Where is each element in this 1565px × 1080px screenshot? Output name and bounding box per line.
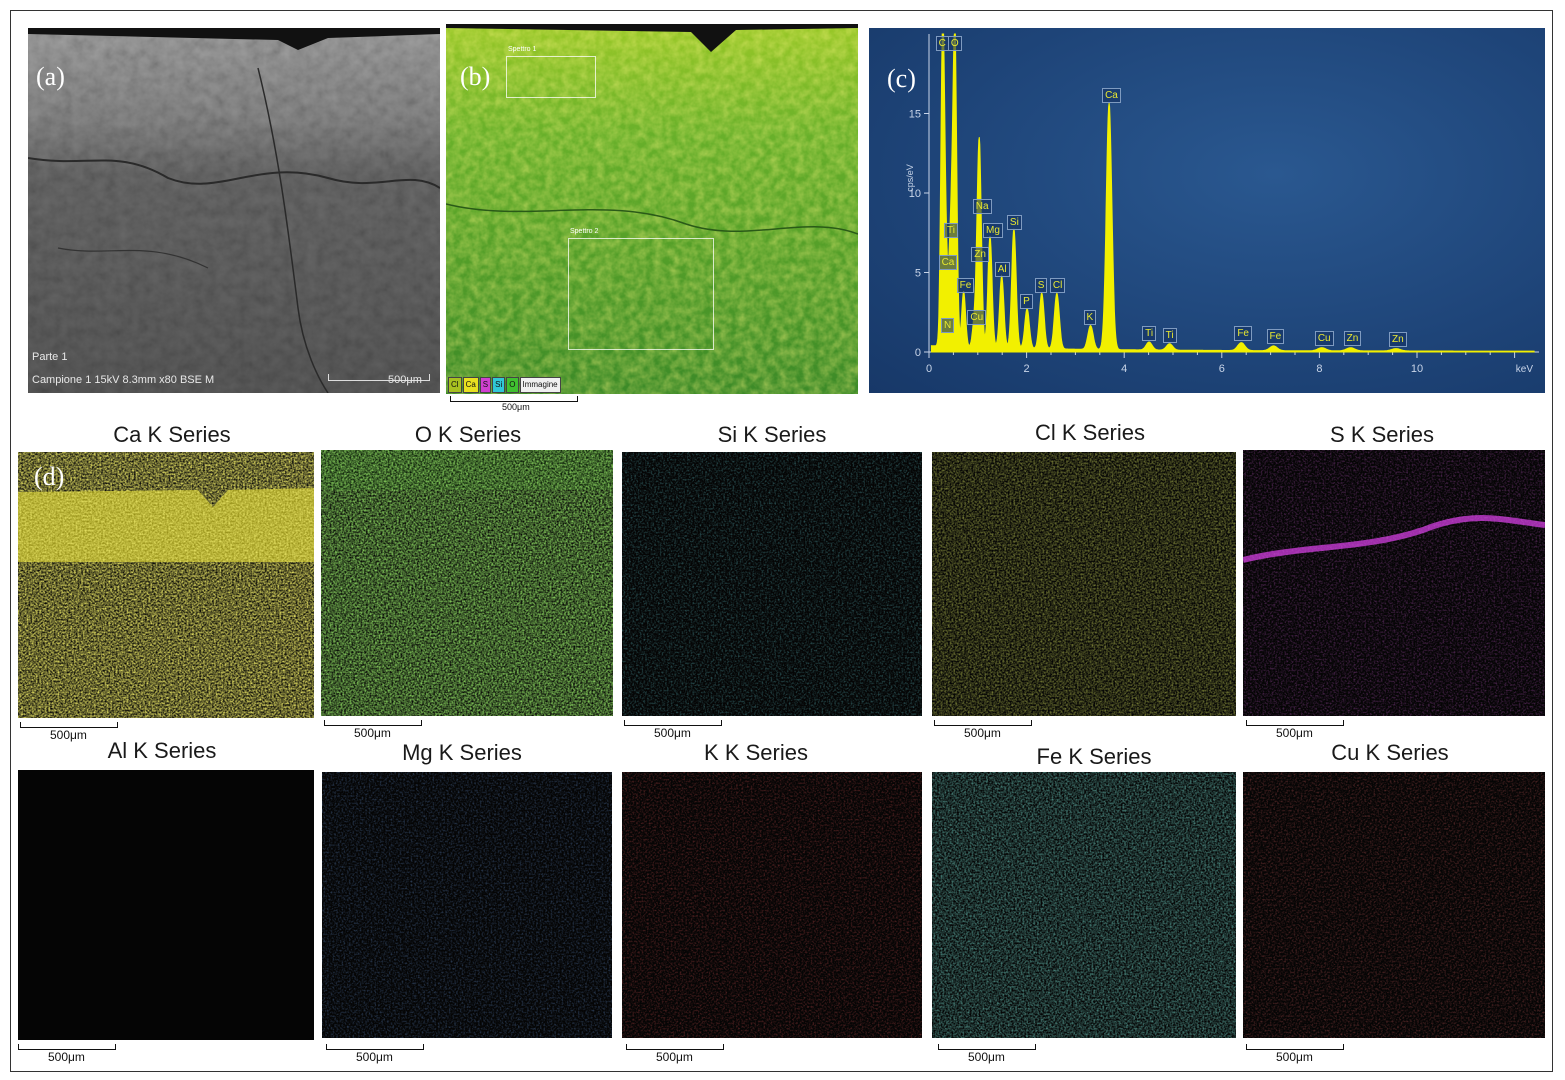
y-tick-label: 15 [909,109,921,121]
x-tick-label: 2 [1024,363,1030,375]
peak-label-p: P [1020,294,1033,310]
map-texture-al [18,770,314,1040]
peak-label-ca: Ca [938,254,958,270]
element-map-al [18,770,314,1040]
peak-label-fe: Fe [956,278,975,294]
layered-map-texture [446,24,858,394]
map-texture-ca [18,452,314,718]
map-title-cu: Cu K Series [1331,740,1449,765]
panel-a-sem-image: (a) Parte 1 Campione 1 15kV 8.3mm x80 BS… [28,28,440,393]
x-tick-label: 6 [1219,363,1225,375]
peak-label-si: Si [1006,214,1022,230]
roi-spectrum-2 [568,238,714,350]
legend-chip-ca: Ca [462,377,479,393]
map-title-s: S K Series [1330,422,1434,447]
element-map-mg [322,772,612,1038]
map-title-k: K K Series [704,740,808,765]
peak-label-zn: Zn [971,246,989,262]
map-title-ca: Ca K Series [113,422,231,447]
map-texture-cu [1243,772,1545,1038]
peak-label-fe: Fe [1234,326,1252,342]
sem-scale-bar [328,374,430,381]
roi-spectrum-2-label: Spettro 2 [570,228,599,235]
map-title-mg: Mg K Series [402,740,522,765]
element-map-cu [1243,772,1545,1038]
x-tick-label: 0 [926,363,932,375]
map-texture-o [321,450,613,716]
legend-chip-s: S [479,377,492,393]
sem-texture [28,28,440,393]
spectrum-curve [930,33,1535,353]
peak-label-k: K [1083,310,1097,326]
peak-label-na: Na [972,198,992,214]
y-tick-label: 5 [915,268,921,280]
y-axis-label: cps/eV [905,164,915,192]
map-texture-fe [932,772,1236,1038]
peak-label-cu: Cu [1314,330,1334,346]
peak-label-ti: Ti [943,222,958,238]
map-title-fe: Fe K Series [1036,744,1152,769]
element-map-o [321,450,613,716]
panel-c-letter: (c) [887,64,916,93]
element-map-ca [18,452,314,718]
y-tick-label: 0 [915,347,921,359]
peak-label-layer: C O N Ca Ti Fe Cu Zn Na Mg Al Si P S Cl K Ca Ti Ti Fe Fe Cu Zn… [869,28,1545,393]
y-tick-label: 10 [909,188,921,200]
peak-label-zn: Zn [1389,331,1407,347]
peak-label-fe: Fe [1266,329,1285,345]
peak-label-o: O [947,36,962,51]
panel-d-letter: (d) [34,462,65,491]
legend-chip-cl: Cl [448,377,462,393]
x-tick-label: 10 [1411,363,1423,375]
sem-info-line2: Campione 1 15kV 8.3mm x80 BSE M [32,374,215,386]
legend-chip-si: Si [492,377,506,393]
map-title-o: O K Series [414,422,522,447]
peak-label-al: Al [994,262,1010,278]
panel-b-layered-map: (b) Spettro 1 Spettro 2 Cl Ca S Si O Immagine [446,24,858,394]
peak-label-ti: Ti [1162,327,1177,343]
x-tick-label: 8 [1316,363,1322,375]
peak-label-zn: Zn [1343,330,1362,346]
map-texture-mg [322,772,612,1038]
peak-label-mg: Mg [983,222,1003,238]
roi-spectrum-1-label: Spettro 1 [508,46,537,53]
map-title-al: Al K Series [107,738,217,763]
element-map-fe [932,772,1236,1038]
peak-label-s: S [1034,278,1048,294]
panel-c-eds-spectrum: (c) 0 2 4 6 8 10 0 5 10 15 keV cps/eV C O N Ca Ti Fe Cu Zn… [869,28,1545,393]
x-tick-label: 4 [1121,363,1127,375]
roi-spectrum-1 [506,56,596,98]
sem-info-line1: Parte 1 [32,351,68,363]
map-texture-cl [932,452,1236,716]
peak-label-ti: Ti [1142,326,1157,342]
map-texture-si [622,452,922,716]
peak-label-ca: Ca [1102,87,1121,103]
peak-label-cl: Cl [1049,278,1066,294]
element-legend: Cl Ca S Si O Immagine [448,374,562,393]
element-map-s [1243,450,1545,716]
element-map-si [622,452,922,716]
legend-chip-image: Immagine [519,377,561,393]
panel-a-letter: (a) [36,62,65,91]
map-texture-s [1243,450,1545,716]
sem-scale-label: 500μm [388,374,422,386]
map-title-cl: Cl K Series [1034,420,1146,445]
map-title-si: Si K Series [717,422,827,447]
panel-b-letter: (b) [460,62,491,91]
legend-chip-o: O [506,377,519,393]
element-map-cl [932,452,1236,716]
figure-frame [10,10,1553,1072]
peak-label-n: N [941,318,955,334]
peak-label-cu: Cu [967,310,987,326]
element-map-k [622,772,922,1038]
x-axis-label: keV [1516,364,1534,375]
spectrum-plot: 0 2 4 6 8 10 0 5 10 15 keV cps/eV [905,33,1539,375]
map-texture-k [622,772,922,1038]
